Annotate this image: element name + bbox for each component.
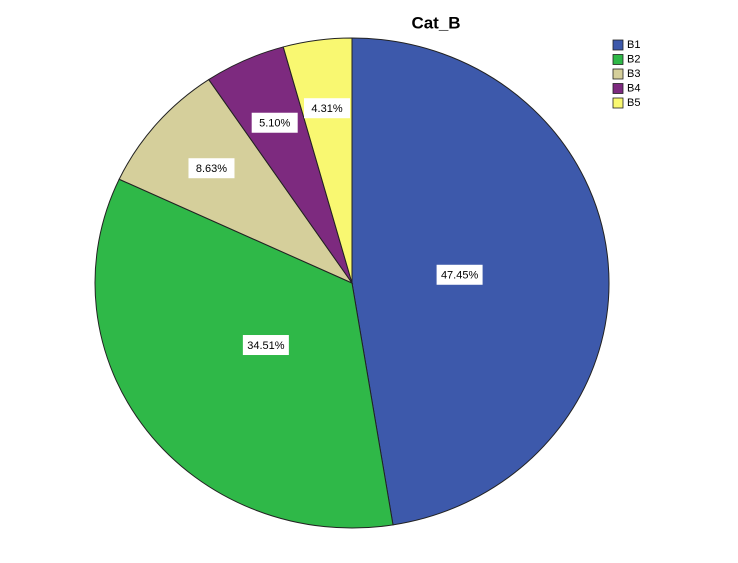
label-box bbox=[304, 98, 351, 119]
legend-swatch bbox=[612, 68, 624, 80]
label-box bbox=[436, 264, 483, 285]
legend-swatch bbox=[612, 54, 624, 65]
label-box bbox=[188, 158, 235, 179]
legend-label: B2 bbox=[627, 53, 640, 65]
data-label: 34.51% bbox=[247, 340, 285, 352]
legend-label: B3 bbox=[627, 68, 640, 80]
data-label: 4.31% bbox=[311, 103, 342, 115]
data-label: 5.10% bbox=[259, 118, 290, 130]
chart-title: Cat_B bbox=[411, 13, 460, 32]
data-label: 8.63% bbox=[196, 163, 227, 175]
legend-swatch bbox=[612, 83, 624, 94]
data-label: 47.45% bbox=[441, 270, 479, 282]
pie-slice bbox=[118, 78, 354, 285]
legend-swatch bbox=[612, 97, 624, 109]
legend-label: B4 bbox=[627, 82, 640, 94]
legend-label: B5 bbox=[627, 97, 640, 109]
legend-label: B1 bbox=[627, 39, 640, 51]
label-box bbox=[242, 335, 289, 356]
legend-swatch bbox=[612, 39, 624, 51]
label-box bbox=[251, 112, 298, 133]
